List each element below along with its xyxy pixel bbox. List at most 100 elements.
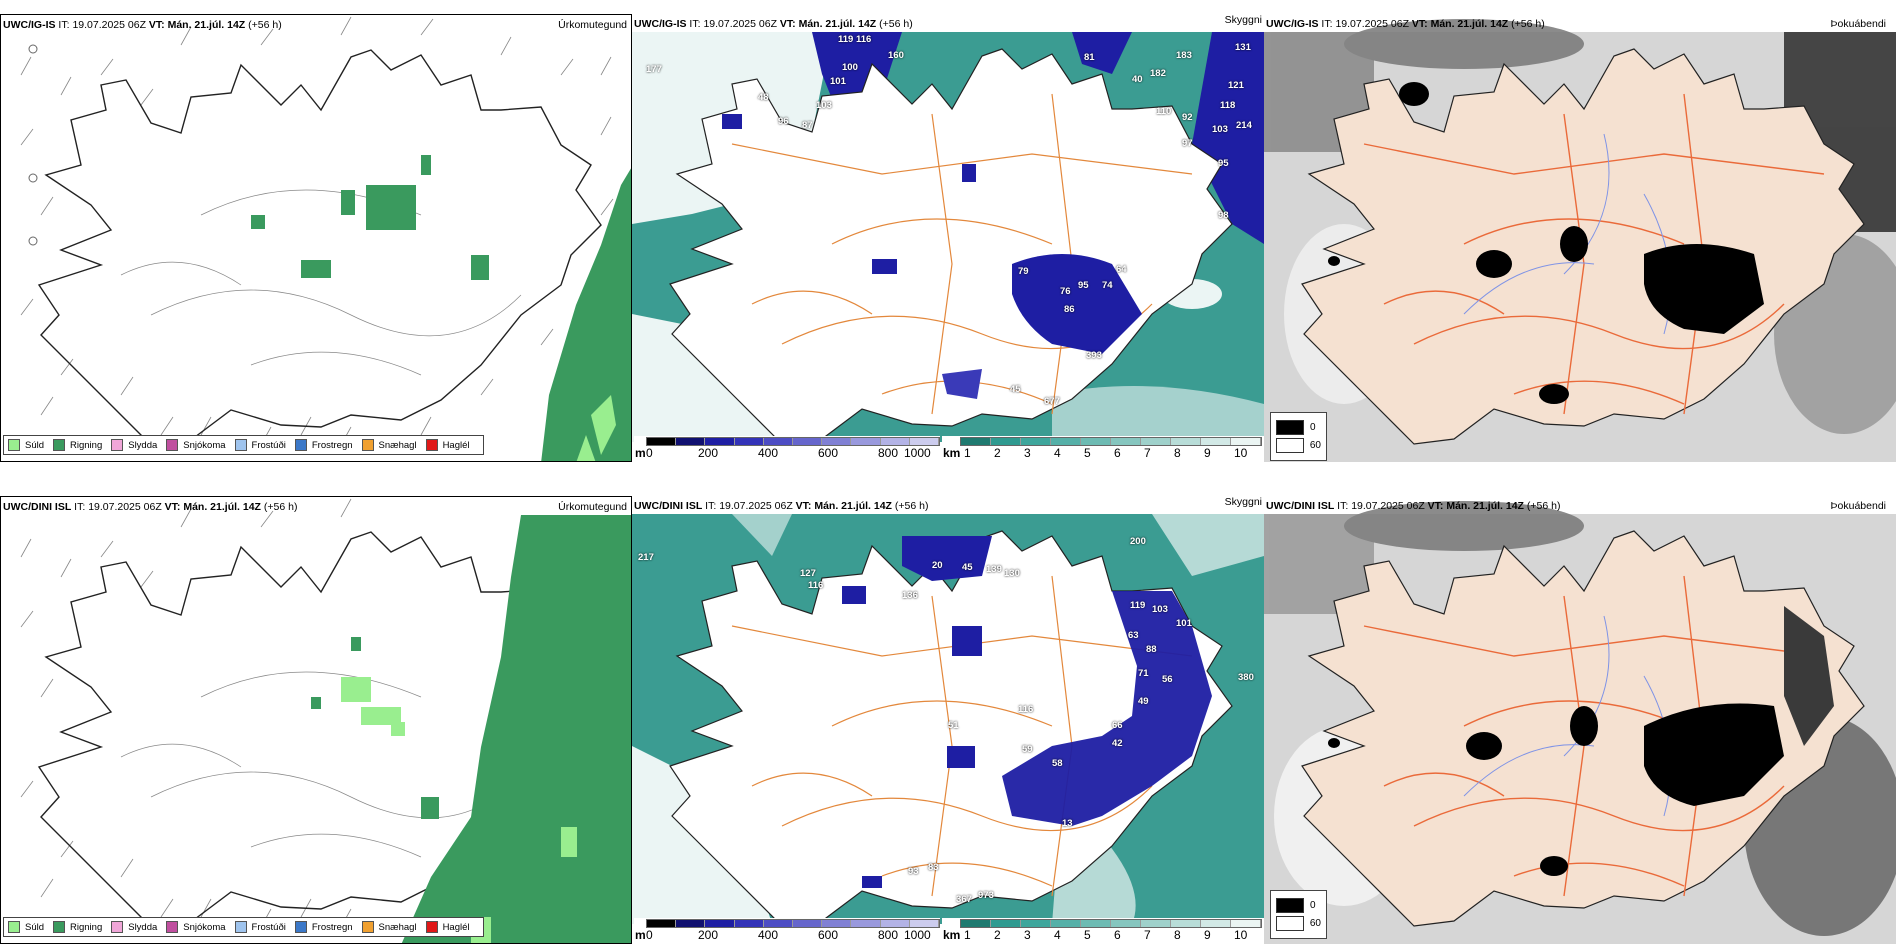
colorbar-tick: 800 [878, 928, 899, 942]
legend-item: Frostúði [234, 921, 286, 933]
legend-label: Slydda [128, 921, 158, 933]
it-label: IT: [705, 500, 717, 512]
valid-time: Mán. 21.júl. 14Z [1446, 500, 1524, 512]
visibility-label: 130 [1004, 568, 1020, 579]
visibility-label: 79 [1018, 266, 1029, 277]
legend-item: 60 [1276, 916, 1321, 931]
colorbar-cell [1141, 920, 1171, 927]
fog-index-map-top: UWC/IG-IS IT: 19.07.2025 06Z VT: Mán. 21… [1264, 14, 1896, 462]
init-time: 19.07.2025 06Z [72, 19, 146, 31]
colorbar-tick: 8 [1174, 928, 1181, 942]
legend-label: Frostregn [311, 439, 353, 451]
visibility-label: 136 [902, 590, 918, 601]
colorbar-tick: 1000 [904, 446, 931, 460]
valid-time: Mán. 21.júl. 14Z [167, 19, 246, 31]
fog-legend-top: 0 60 [1270, 412, 1327, 461]
colorbar-cell [763, 920, 794, 927]
legend-label: Snjókoma [183, 439, 226, 451]
colorbar-cell [647, 438, 677, 445]
colorbar-strip [646, 437, 940, 446]
vt-label: VT: [1411, 18, 1428, 30]
legend-swatch [53, 921, 66, 933]
colorbar-tick: 200 [698, 928, 719, 942]
iceland-visibility-map [632, 14, 1264, 462]
colorbar-cell [1231, 438, 1261, 445]
panel-header: UWC/DINI ISL IT: 19.07.2025 06Z VT: Mán.… [1266, 500, 1560, 512]
colorbar-cell [991, 920, 1021, 927]
init-time: 19.07.2025 06Z [703, 18, 777, 30]
visibility-label: 177 [646, 64, 662, 75]
valid-time: Mán. 21.júl. 14Z [183, 501, 261, 513]
legend-swatch [234, 439, 247, 451]
legend-item: Snæhagl [361, 921, 417, 933]
legend-item: Súld [8, 921, 44, 933]
visibility-label: 139 [986, 564, 1002, 575]
legend-item: Frostregn [294, 921, 353, 933]
visibility-label: 103 [816, 100, 832, 111]
legend-swatch [294, 439, 307, 451]
colorbar-strip [960, 437, 1262, 446]
visibility-label: 51 [948, 720, 959, 731]
legend-label: Haglél [442, 439, 470, 451]
it-label: IT: [689, 18, 701, 30]
legend-swatch [361, 439, 374, 451]
legend-item: Rigning [53, 921, 102, 933]
it-label: IT: [74, 501, 86, 513]
model-name: UWC/IG-IS [634, 18, 687, 30]
legend-swatch [1276, 898, 1304, 913]
colorbar-cell [880, 920, 910, 927]
visibility-label: 87 [802, 120, 813, 131]
colorbar-tick: 6 [1114, 446, 1121, 460]
vt-label: VT: [779, 18, 796, 30]
legend-swatch [166, 439, 179, 451]
colorbar-tick: 9 [1204, 446, 1211, 460]
panel-header: UWC/IG-IS IT: 19.07.2025 06Z VT: Mán. 21… [3, 19, 282, 31]
colorbar-cell [1201, 438, 1231, 445]
colorbar-unit: m [635, 928, 646, 942]
colorbar-cell [1051, 920, 1081, 927]
visibility-label: 66 [1112, 720, 1123, 731]
visibility-label: 677 [1044, 396, 1060, 407]
colorbar-cell [734, 438, 764, 445]
vt-label: VT: [148, 19, 165, 31]
visibility-label: 182 [1150, 68, 1166, 79]
panel-header: UWC/IG-IS IT: 19.07.2025 06Z VT: Mán. 21… [634, 18, 913, 30]
colorbar-cell [705, 920, 735, 927]
visibility-label: 119 [838, 34, 854, 45]
visibility-label: 81 [1084, 52, 1095, 63]
colorbar-cell [880, 438, 910, 445]
visibility-label: 200 [1130, 536, 1146, 547]
legend-swatch [294, 921, 307, 933]
lead-time: (+56 h) [879, 18, 913, 30]
visibility-label: 110 [1156, 106, 1172, 117]
colorbar-cell [1171, 920, 1201, 927]
legend-label: Rigning [70, 921, 103, 933]
visibility-label: 95 [1218, 158, 1229, 169]
colorbar-tick: 3 [1024, 446, 1031, 460]
colorbar-cell [734, 920, 764, 927]
colorbar-cell [1171, 438, 1201, 445]
panel-title: Þokuábendi [1830, 500, 1886, 512]
colorbar-unit: km [943, 928, 961, 942]
visibility-label: 49 [1138, 696, 1149, 707]
legend-swatch [1276, 420, 1304, 435]
lead-time: (+56 h) [263, 501, 298, 513]
visibility-label: 64 [1116, 264, 1127, 275]
legend-label: Snjókoma [183, 921, 226, 933]
colorbar-cell [1081, 920, 1111, 927]
visibility-label: 367 [956, 894, 972, 905]
vt-label: VT: [795, 500, 812, 512]
visibility-label: 98 [1218, 210, 1229, 221]
visibility-map-bottom: UWC/DINI ISL IT: 19.07.2025 06Z VT: Mán.… [632, 496, 1264, 944]
cloud-base-colorbar: m 0 200 400 600 800 1000 [634, 436, 940, 460]
colorbar-cell [822, 438, 852, 445]
colorbar-cell [763, 438, 794, 445]
colorbar-tick: 1000 [904, 928, 931, 942]
colorbar-tick: 2 [994, 446, 1001, 460]
precip-legend-bottom: Súld Rigning Slydda Snjókoma Frostúði Fr… [3, 917, 484, 937]
visibility-label: 71 [1138, 668, 1149, 679]
legend-label: Frostregn [311, 921, 353, 933]
colorbar-cell [909, 438, 940, 445]
colorbar-cell [647, 920, 677, 927]
legend-label: Slydda [128, 439, 158, 451]
